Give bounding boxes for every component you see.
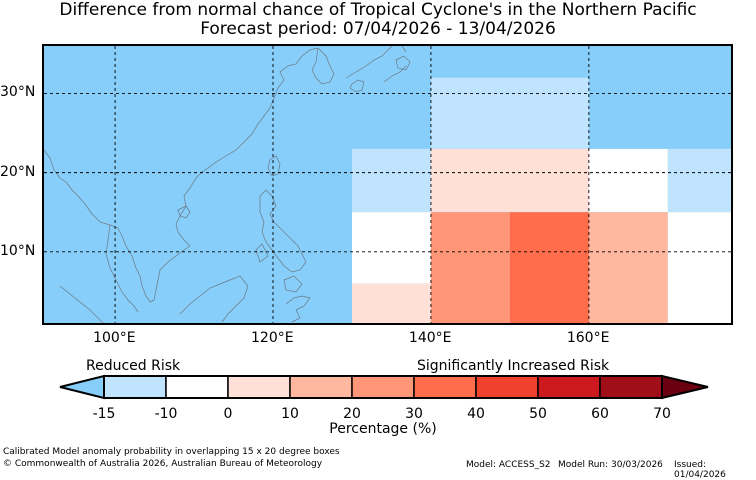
latitude-label: 30°N: [0, 84, 36, 101]
colorbar-tick-label: 30: [405, 406, 423, 422]
coastline-korea: [311, 47, 335, 85]
footer-model: Model: ACCESS_S2: [466, 460, 551, 470]
colorbar-tick-label: 40: [467, 406, 485, 422]
colorbar-tick-label: -15: [92, 406, 116, 422]
colorbar-swatch: [475, 375, 539, 399]
anomaly-cell: [351, 283, 431, 323]
anomaly-cell: [430, 148, 589, 213]
anomaly-cell: [667, 148, 731, 213]
latitude-label: 20°N: [0, 163, 36, 180]
colorbar-swatch: [599, 375, 663, 399]
map-frame: [42, 44, 733, 325]
longitude-label: 140°E: [408, 330, 452, 346]
coastline-sulawesi: [285, 295, 311, 323]
footer-model-run: Model Run: 30/03/2026: [558, 460, 663, 470]
increased-risk-label: Significantly Increased Risk: [417, 358, 610, 374]
colorbar-tick-label: 70: [653, 406, 671, 422]
colorbar-swatch: [165, 375, 229, 399]
footer-issued: Issued: 01/04/2026: [674, 460, 726, 480]
anomaly-cell: [430, 212, 510, 323]
latitude-label: 10°N: [0, 242, 36, 259]
colorbar-swatch: [537, 375, 601, 399]
coastline-borneo: [179, 275, 249, 323]
reduced-risk-label: Reduced Risk: [86, 358, 181, 374]
longitude-label: 100°E: [93, 330, 136, 346]
longitude-label: 160°E: [566, 330, 610, 346]
coastline-mainland: [43, 47, 319, 303]
colorbar-swatch: [289, 375, 353, 399]
colorbar-extend-high: [661, 374, 709, 400]
coastline-malay-peninsula: [105, 224, 139, 313]
colorbar: [59, 374, 709, 400]
colorbar-extend-low: [59, 374, 105, 400]
coastline-taiwan: [267, 155, 281, 177]
anomaly-cell: [430, 77, 589, 149]
colorbar-tick-label: -10: [154, 406, 178, 422]
anomaly-cell: [509, 212, 589, 323]
colorbar-frame: [103, 375, 663, 399]
map-title: Difference from normal chance of Tropica…: [59, 0, 697, 20]
colorbar-tick-label: 0: [223, 406, 233, 422]
footer-note: Calibrated Model anomaly probability in …: [3, 447, 340, 457]
forecast-period: Forecast period: 07/04/2026 - 13/04/2026: [200, 19, 556, 39]
anomaly-cell: [351, 148, 431, 213]
anomaly-cell: [667, 212, 731, 323]
anomaly-cell: [351, 212, 431, 284]
footer-copyright: © Commonwealth of Australia 2026, Austra…: [3, 459, 323, 469]
colorbar-swatch: [227, 375, 291, 399]
colorbar-swatch: [413, 375, 477, 399]
colorbar-swatch: [103, 375, 167, 399]
coastline-sumatra: [59, 285, 105, 325]
anomaly-cell: [588, 212, 668, 323]
coastline-hokkaido: [395, 45, 411, 71]
colorbar-tick-label: 50: [529, 406, 547, 422]
anomaly-cell: [588, 148, 668, 213]
longitude-label: 120°E: [251, 330, 294, 346]
colorbar-tick-label: 10: [281, 406, 299, 422]
colorbar-label: Percentage (%): [329, 421, 437, 437]
colorbar-swatch: [351, 375, 415, 399]
colorbar-tick-label: 60: [591, 406, 609, 422]
colorbar-tick-label: 20: [343, 406, 361, 422]
coastline-hainan: [177, 205, 191, 219]
map-panel: [42, 44, 733, 325]
